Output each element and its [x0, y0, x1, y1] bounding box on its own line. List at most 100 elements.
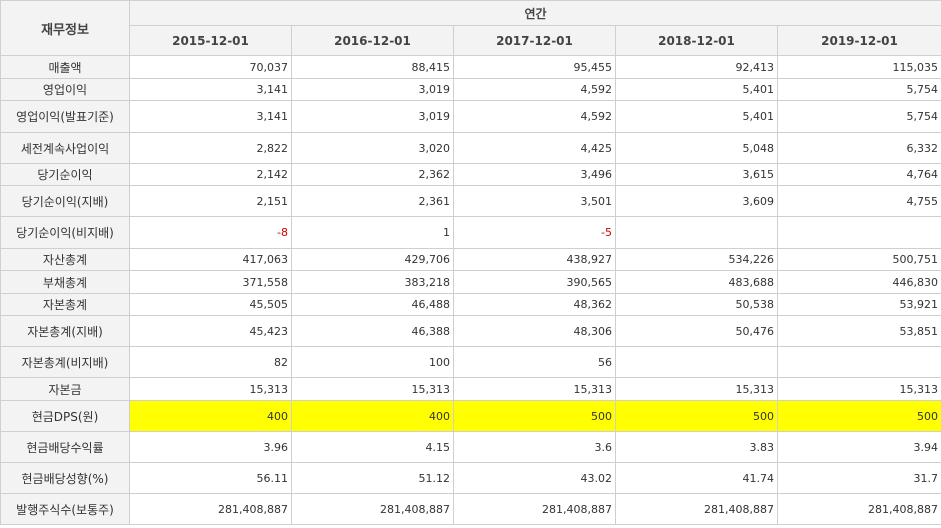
table-cell: 3.6: [453, 431, 616, 463]
table-cell: 51.12: [291, 462, 454, 494]
row-label: 현금배당수익률: [0, 431, 130, 463]
table-row: 자본금 15,313 15,313 15,313 15,313 15,313: [0, 377, 941, 401]
table-cell: 53,921: [776, 293, 941, 316]
table-row: 자본총계(지배) 45,423 46,388 48,306 50,476 53,851: [0, 315, 941, 347]
table-cell: 429,706: [291, 248, 454, 271]
table-cell: 48,362: [453, 293, 616, 316]
table-row: 당기순이익(비지배) -8 1 -5: [0, 216, 941, 249]
table-cell: 400: [129, 400, 292, 432]
table-cell: 3,141: [129, 78, 292, 101]
table-cell: 15,313: [291, 377, 454, 401]
table-cell: 383,218: [291, 270, 454, 294]
row-label: 세전계속사업이익: [0, 132, 130, 164]
table-cell: 15,313: [776, 377, 941, 401]
table-cell: 483,688: [615, 270, 778, 294]
column-header: 2018-12-01: [615, 25, 778, 56]
table-cell: 446,830: [776, 270, 941, 294]
table-cell: 500: [615, 400, 778, 432]
table-cell: [776, 216, 941, 249]
table-row: 현금배당성향(%) 56.11 51.12 43.02 41.74 31.7: [0, 462, 941, 494]
table-row: 발행주식수(보통주) 281,408,887 281,408,887 281,408,…: [0, 493, 941, 525]
table-row: 부채총계 371,558 383,218 390,565 483,688 446,830: [0, 270, 941, 294]
table-cell: 3,020: [291, 132, 454, 164]
table-cell: 31.7: [776, 462, 941, 494]
period-header: 연간: [128, 0, 941, 26]
row-label: 발행주식수(보통주): [0, 493, 130, 525]
row-label: 부채총계: [0, 270, 130, 294]
table-cell: 50,538: [615, 293, 778, 316]
row-label: 당기순이익(지배): [0, 185, 130, 217]
table-cell: 95,455: [453, 55, 616, 79]
table-cell: 15,313: [615, 377, 778, 401]
table-cell: 88,415: [291, 55, 454, 79]
table-cell: [776, 346, 941, 378]
table-cell: 281,408,887: [291, 493, 454, 525]
table-cell: 4.15: [291, 431, 454, 463]
row-label: 현금배당성향(%): [0, 462, 130, 494]
table-cell: 3,496: [453, 163, 616, 186]
table-cell: 1: [291, 216, 454, 249]
table-cell: 2,361: [291, 185, 454, 217]
table-row: 당기순이익(지배) 2,151 2,361 3,501 3,609 4,755: [0, 185, 941, 217]
table-cell: 438,927: [453, 248, 616, 271]
table-cell: 53,851: [776, 315, 941, 347]
row-label: 자본총계(비지배): [0, 346, 130, 378]
table-cell: 82: [129, 346, 292, 378]
table-cell: 92,413: [615, 55, 778, 79]
table-cell: 2,362: [291, 163, 454, 186]
table-cell: 46,388: [291, 315, 454, 347]
row-label: 자본금: [0, 377, 130, 401]
table-cell: 4,592: [453, 100, 616, 133]
table-cell: 281,408,887: [453, 493, 616, 525]
row-label: 자본총계(지배): [0, 315, 130, 347]
row-label: 자산총계: [0, 248, 130, 271]
table-row: 영업이익 3,141 3,019 4,592 5,401 5,754: [0, 78, 941, 101]
row-label: 자본총계: [0, 293, 130, 316]
table-cell: -8: [129, 216, 292, 249]
table-cell: 281,408,887: [615, 493, 778, 525]
table-cell: 500: [776, 400, 941, 432]
table-cell: -5: [453, 216, 616, 249]
table-cell: 500: [453, 400, 616, 432]
table-cell: 43.02: [453, 462, 616, 494]
table-cell: 2,822: [129, 132, 292, 164]
table-cell: 4,764: [776, 163, 941, 186]
table-cell: 400: [291, 400, 454, 432]
table-cell: 3.83: [615, 431, 778, 463]
table-cell: 3,141: [129, 100, 292, 133]
table-cell: 100: [291, 346, 454, 378]
column-header: 2015-12-01: [129, 25, 292, 56]
table-cell: 3,501: [453, 185, 616, 217]
table-cell: 15,313: [129, 377, 292, 401]
table-cell: 5,401: [615, 78, 778, 101]
table-cell: 4,755: [776, 185, 941, 217]
table-cell: 5,048: [615, 132, 778, 164]
table-body: 매출액 70,037 88,415 95,455 92,413 115,035 영업이익 3,…: [0, 55, 941, 525]
table-cell: 500,751: [776, 248, 941, 271]
table-cell: 5,754: [776, 100, 941, 133]
table-cell: 417,063: [129, 248, 292, 271]
table-row: 세전계속사업이익 2,822 3,020 4,425 5,048 6,332: [0, 132, 941, 164]
table-cell: 48,306: [453, 315, 616, 347]
table-cell: 4,425: [453, 132, 616, 164]
table-row: 자산총계 417,063 429,706 438,927 534,226 500,751: [0, 248, 941, 271]
table-cell: 6,332: [776, 132, 941, 164]
table-row: 당기순이익 2,142 2,362 3,496 3,615 4,764: [0, 163, 941, 186]
table-cell: 15,313: [453, 377, 616, 401]
row-label: 당기순이익(비지배): [0, 216, 130, 249]
table-cell: 390,565: [453, 270, 616, 294]
table-cell: 2,151: [129, 185, 292, 217]
table-cell: 2,142: [129, 163, 292, 186]
column-header: 2016-12-01: [291, 25, 454, 56]
table-cell: 3,019: [291, 78, 454, 101]
table-cell: 70,037: [129, 55, 292, 79]
table-cell: 281,408,887: [776, 493, 941, 525]
column-header: 2017-12-01: [453, 25, 616, 56]
table-cell: 5,401: [615, 100, 778, 133]
table-cell: 115,035: [776, 55, 941, 79]
table-row: 자본총계 45,505 46,488 48,362 50,538 53,921: [0, 293, 941, 316]
table-cell: [615, 216, 778, 249]
table-row: 현금DPS(원) 400 400 500 500 500: [0, 400, 941, 432]
row-label: 영업이익: [0, 78, 130, 101]
